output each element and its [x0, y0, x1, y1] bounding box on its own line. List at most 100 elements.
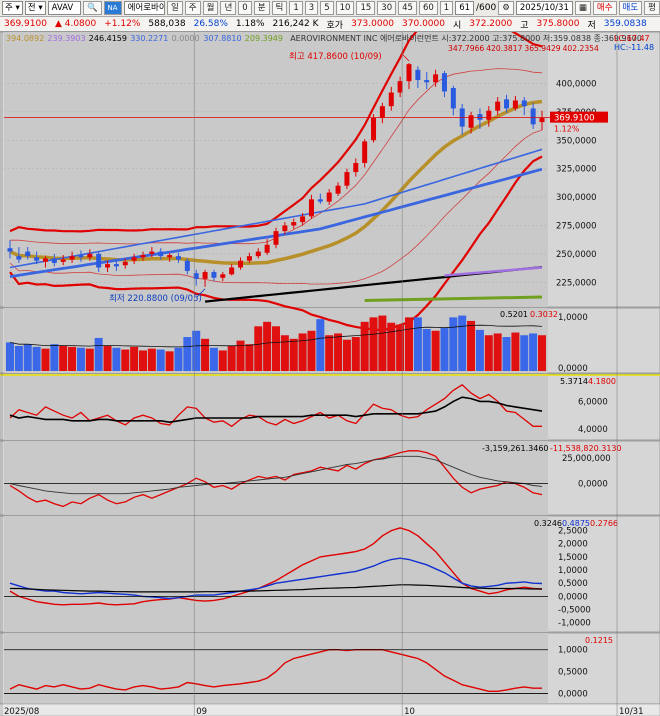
interval-10-button[interactable]: 10 — [335, 1, 355, 15]
high-label: 고 — [520, 20, 529, 31]
view-select[interactable]: 전 ▾ — [24, 1, 46, 15]
interval-5-button[interactable]: 5 — [320, 1, 334, 15]
ma-value-label: 246.4159 — [89, 34, 127, 43]
interval-15-button[interactable]: 15 — [356, 1, 376, 15]
volume-bar — [538, 335, 546, 371]
interval-3-button[interactable]: 3 — [304, 1, 319, 15]
indicator3-tick-label: 1,5000 — [558, 553, 588, 563]
indicator3-black-line — [10, 584, 542, 593]
avg-button[interactable]: 평 — [644, 1, 660, 15]
volume-bar — [59, 345, 68, 371]
period-month-button[interactable]: 월 — [202, 1, 219, 15]
candle-body — [238, 260, 244, 268]
indicator2-label: -11,538,820.3130 — [550, 444, 622, 453]
low-price: 359.0838 — [603, 19, 647, 29]
quote-bar: 369.9100 ▲ 4.0800 +1.12% 588,038 26.58% … — [0, 17, 660, 32]
low-label: 저 — [587, 20, 596, 31]
interval-1-button[interactable]: 1 — [289, 1, 303, 15]
candle-body — [300, 216, 306, 223]
volume-bar — [130, 346, 139, 371]
volume-bar — [475, 329, 484, 371]
volume-bar — [121, 349, 130, 371]
indicator3-tick-label: 0,5000 — [558, 579, 588, 589]
chart-title: AEROVIRONMENT INC 에어로바이런먼트 시:372.2000 고:… — [290, 33, 642, 43]
market-select[interactable]: 주 ▾ — [2, 1, 23, 15]
candle-body — [202, 272, 208, 279]
volume-bar — [94, 337, 103, 371]
band-value-label: 347.7966 — [448, 44, 484, 53]
candle-body — [184, 260, 190, 271]
candle-body — [521, 100, 527, 107]
low-annotation: 최저 220.8800 (09/05) — [109, 293, 202, 304]
price-change-pct: +1.12% — [104, 19, 141, 29]
high-price: 375.8000 — [536, 19, 580, 29]
symbol-input[interactable]: AVAV — [47, 1, 81, 15]
candle-body — [42, 258, 48, 262]
volume-tick-label: 0,0000 — [558, 364, 588, 374]
candle-body — [424, 80, 430, 83]
indicator4-red-line — [9, 649, 542, 692]
stock-name-field: 에어로바이런먼트 — [123, 1, 165, 15]
indicator2-red-line — [9, 450, 543, 508]
candle-body — [87, 253, 93, 258]
interval-30-button[interactable]: 30 — [377, 1, 397, 15]
period-day-button[interactable]: 일 — [166, 1, 183, 15]
search-icon[interactable]: 🔍 — [82, 1, 102, 15]
period-tick-button[interactable]: 틱 — [271, 1, 288, 15]
candle-body — [220, 274, 226, 278]
candle-body — [282, 225, 288, 232]
indicator3-tick-label: 2,5000 — [558, 527, 588, 537]
date-input[interactable]: 2025/10/31 — [515, 1, 573, 15]
indicator4-label: 0.1215 — [585, 636, 613, 645]
volume-bar — [32, 346, 41, 371]
volume-bar — [502, 337, 511, 371]
volume-bar — [68, 346, 77, 371]
price-change: ▲ 4.0800 — [54, 19, 97, 29]
volume-value: 588,038 — [148, 19, 186, 29]
sell-button[interactable]: 매도 — [618, 1, 643, 15]
last-price-label: 369.9100 — [554, 114, 595, 124]
indicator3-label: 0.4875 — [562, 519, 590, 528]
indicator1-panel-plot — [4, 374, 548, 440]
indicator2-black-line — [9, 455, 543, 495]
price-tick-label: 350,0000 — [556, 136, 597, 146]
indicator1-red-line — [9, 383, 542, 428]
volume-bar — [85, 348, 94, 371]
interval-60-button[interactable]: 60 — [418, 1, 438, 15]
last-price-box — [550, 111, 608, 123]
period-year-button[interactable]: 년 — [220, 1, 237, 15]
settings-icon[interactable]: ⚙ — [498, 1, 514, 15]
interval-custom-button[interactable]: 1 — [439, 1, 454, 15]
candle-body — [335, 185, 341, 194]
volume-bar — [174, 347, 183, 371]
volume-bar — [484, 335, 493, 371]
candle-body — [246, 256, 252, 261]
interval-45-button[interactable]: 45 — [398, 1, 417, 15]
candle-body — [504, 99, 510, 109]
volume-bar — [298, 333, 307, 371]
period-zero-button[interactable]: 0 — [238, 1, 252, 15]
period-week-button[interactable]: 주 — [184, 1, 201, 15]
indicator3-label: 0.3246 — [534, 519, 562, 528]
volume-ratio: 26.58% — [193, 19, 228, 29]
open-label: 시 — [452, 20, 462, 31]
volume-ma-line — [9, 324, 543, 348]
indicator3-blue-line — [9, 557, 543, 600]
count-input[interactable]: 61 — [455, 1, 475, 15]
calendar-icon[interactable]: ▦ — [574, 1, 591, 15]
period-minute-button[interactable]: 분 — [253, 1, 270, 15]
stock-chart[interactable]: 400,0000375,0000350,0000325,0000300,0000… — [0, 32, 660, 716]
indicator4-tick-label: 0,5000 — [558, 668, 588, 678]
candle-body — [16, 256, 22, 260]
buy-button[interactable]: 매수 — [592, 1, 617, 15]
volume-bar — [23, 344, 32, 371]
volume-label: 0.5201 — [500, 310, 528, 319]
volume-bar — [6, 342, 14, 371]
volume-bar — [351, 337, 360, 371]
volume-bar — [316, 319, 325, 371]
time-axis-label: 09 — [196, 707, 207, 716]
candle-body — [539, 117, 545, 123]
candle-body — [273, 231, 279, 245]
price-tick-label: 325,0000 — [556, 165, 597, 175]
low-arrow — [196, 288, 206, 298]
